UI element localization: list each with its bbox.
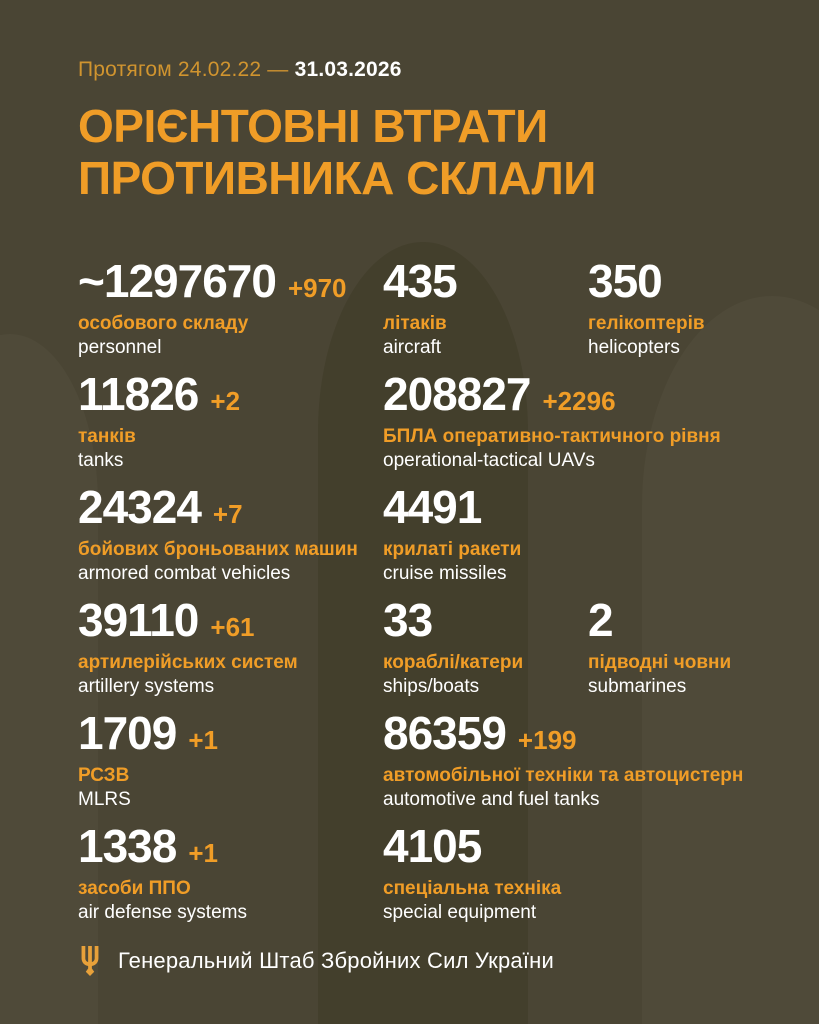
stat-number-row: 1709 +1 (78, 710, 383, 756)
ukraine-trident-icon (81, 946, 99, 976)
stat-label-uk: артилерійських систем (78, 652, 298, 673)
stat-number-row: ~1297670 +970 (78, 258, 383, 304)
stat-number-row: 86359 +199 (383, 710, 779, 756)
stat-label-uk: танків (78, 426, 136, 447)
stat-number-row: 4105 (383, 823, 779, 869)
stat-label-en: MLRS (78, 789, 131, 810)
stat-label-uk: бойових броньованих машин (78, 539, 358, 560)
stat-value: 350 (588, 255, 663, 307)
stat-special-equipment: 4105 спеціальна техніка special equipmen… (383, 823, 779, 936)
shell-silhouette-left (0, 334, 98, 1024)
stat-uavs: 208827 +2296 БПЛА оперативно-тактичного … (383, 371, 779, 484)
stat-label-en: air defense systems (78, 902, 247, 923)
stat-delta: +2296 (542, 386, 616, 416)
stat-number-row: 24324 +7 (78, 484, 383, 530)
stats-grid: ~1297670 +970 особового складу personnel… (78, 258, 779, 936)
stat-label-en: operational-tactical UAVs (383, 450, 595, 471)
stat-cruise-missiles: 4491 крилаті ракети cruise missiles (383, 484, 779, 597)
period-line: Протягом 24.02.22 — 31.03.2026 (78, 58, 779, 82)
stat-submarines: 2 підводні човни submarines (588, 597, 779, 710)
shell-silhouette-right (642, 296, 819, 1024)
stat-delta: +1 (188, 838, 218, 868)
stat-value: 435 (383, 255, 458, 307)
stat-number-row: 1338 +1 (78, 823, 383, 869)
stat-label-en: aircraft (383, 337, 442, 358)
stat-label-uk: гелікоптерів (588, 313, 705, 334)
stat-label-uk: підводні човни (588, 652, 732, 673)
stat-delta: +7 (212, 499, 243, 529)
stat-value: 86359 (383, 707, 507, 759)
stat-value: 1709 (78, 707, 177, 759)
stat-number-row: 39110 +61 (78, 597, 383, 643)
stat-value: 33 (383, 594, 433, 646)
stat-number-row: 350 (588, 258, 779, 304)
page-title: ОРІЄНТОВНІ ВТРАТИ ПРОТИВНИКА СКЛАЛИ (78, 100, 779, 204)
stat-armored-vehicles: 24324 +7 бойових броньованих машин armor… (78, 484, 383, 597)
period-end-date: 31.03.2026 (294, 58, 402, 81)
stat-number-row: 11826 +2 (78, 371, 383, 417)
stat-label-en: tanks (78, 450, 124, 471)
stat-artillery: 39110 +61 артилерійських систем artiller… (78, 597, 383, 710)
stat-label-en: automotive and fuel tanks (383, 789, 600, 810)
stat-number-row: 4491 (383, 484, 779, 530)
stat-tanks: 11826 +2 танків tanks (78, 371, 383, 484)
stat-value: 4491 (383, 481, 482, 533)
stat-label-uk: автомобільної техніки та автоцистерн (383, 765, 744, 786)
stat-label-uk: крилаті ракети (383, 539, 522, 560)
stat-label-en: cruise missiles (383, 563, 507, 584)
content: Протягом 24.02.22 — 31.03.2026 ОРІЄНТОВН… (78, 58, 779, 976)
stat-delta: +199 (517, 725, 577, 755)
stat-value: 2 (588, 594, 614, 646)
stat-label-uk: РСЗВ (78, 765, 130, 786)
stat-label-uk: спеціальна техніка (383, 878, 562, 899)
stat-label-en: submarines (588, 676, 687, 697)
title-line-1: ОРІЄНТОВНІ ВТРАТИ (78, 100, 548, 152)
stat-label-en: special equipment (383, 902, 537, 923)
stat-value: 11826 (78, 368, 199, 420)
stat-label-uk: засоби ППО (78, 878, 191, 899)
stat-value: 39110 (78, 594, 199, 646)
stat-delta: +2 (210, 386, 241, 416)
stat-label-en: armored combat vehicles (78, 563, 291, 584)
stat-value: ~1297670 (78, 255, 277, 307)
stat-label-en: ships/boats (383, 676, 480, 697)
shell-silhouette-center (318, 242, 528, 1024)
stat-label-en: personnel (78, 337, 162, 358)
stat-label-uk: особового складу (78, 313, 249, 334)
stat-helicopters: 350 гелікоптерів helicopters (588, 258, 779, 371)
stat-number-row: 435 (383, 258, 588, 304)
stat-label-en: helicopters (588, 337, 680, 358)
stat-number-row: 2 (588, 597, 779, 643)
period-prefix: Протягом 24.02.22 — (78, 58, 289, 81)
stat-delta: +970 (287, 273, 347, 303)
stat-personnel: ~1297670 +970 особового складу personnel (78, 258, 383, 371)
stat-mlrs: 1709 +1 РСЗВ MLRS (78, 710, 383, 823)
stat-label-uk: літаків (383, 313, 447, 334)
stat-value: 1338 (78, 820, 177, 872)
stat-value: 208827 (383, 368, 531, 420)
stat-air-defense: 1338 +1 засоби ППО air defense systems (78, 823, 383, 936)
stat-ships: 33 кораблі/катери ships/boats (383, 597, 588, 710)
stat-aircraft: 435 літаків aircraft (383, 258, 588, 371)
stat-label-uk: кораблі/катери (383, 652, 524, 673)
stat-number-row: 33 (383, 597, 588, 643)
title-line-2: ПРОТИВНИКА СКЛАЛИ (78, 152, 596, 204)
footer-org-name: Генеральний Штаб Збройних Сил України (118, 948, 554, 973)
stat-number-row: 208827 +2296 (383, 371, 779, 417)
stat-label-uk: БПЛА оперативно-тактичного рівня (383, 426, 721, 447)
footer: Генеральний Штаб Збройних Сил України (78, 946, 779, 976)
stat-delta: +61 (210, 612, 255, 642)
stat-label-en: artillery systems (78, 676, 215, 697)
stat-delta: +1 (188, 725, 218, 755)
stat-value: 4105 (383, 820, 482, 872)
stat-automotive: 86359 +199 автомобільної техніки та авто… (383, 710, 779, 823)
stat-value: 24324 (78, 481, 202, 533)
